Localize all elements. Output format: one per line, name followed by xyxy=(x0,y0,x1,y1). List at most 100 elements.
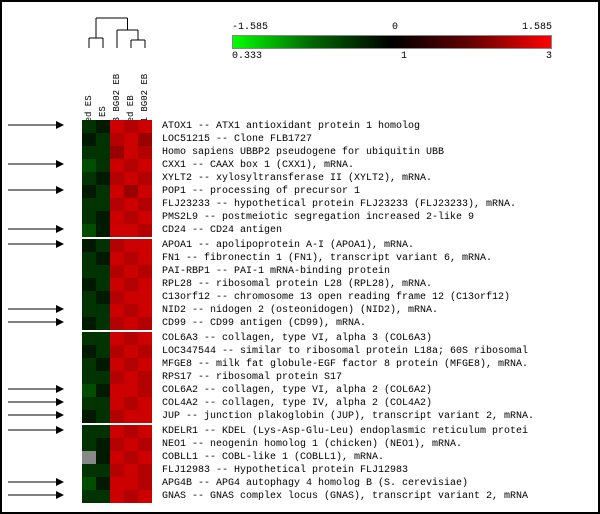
heatmap-cell xyxy=(96,371,110,384)
heatmap-cell xyxy=(124,425,138,438)
heatmap-cell xyxy=(110,198,124,211)
heatmap-cell xyxy=(82,265,96,278)
heatmap-cell xyxy=(96,120,110,133)
arrow-slot xyxy=(6,133,78,146)
legend-min2: 0.333 xyxy=(232,51,262,62)
heatmap-cell xyxy=(82,133,96,146)
heatmap-cell xyxy=(138,265,152,278)
heatmap-cell xyxy=(82,211,96,224)
heatmap-cell xyxy=(138,185,152,198)
heatmap-cell xyxy=(110,371,124,384)
heatmap-cell xyxy=(124,371,138,384)
heatmap-cell xyxy=(124,410,138,423)
heatmap-cell xyxy=(110,490,124,503)
heatmap-row: KDELR1 -- KDEL (Lys-Asp-Glu-Leu) endopla… xyxy=(82,425,534,438)
heatmap-cell xyxy=(138,278,152,291)
heatmap-cell xyxy=(96,410,110,423)
heatmap-cell xyxy=(138,133,152,146)
heatmap-cell xyxy=(110,252,124,265)
heatmap-row: FN1 -- fibronectin 1 (FN1), transcript v… xyxy=(82,252,534,265)
legend-max: 1.585 xyxy=(522,22,552,33)
heatmap-cell xyxy=(124,133,138,146)
heatmap-row: CXX1 -- CAAX box 1 (CXX1), mRNA. xyxy=(82,159,534,172)
heatmap-cell xyxy=(96,464,110,477)
gene-label: Homo sapiens UBBP2 pseudogene for ubiqui… xyxy=(162,147,444,158)
heatmap-row: NEO1 -- neogenin homolog 1 (chicken) (NE… xyxy=(82,438,534,451)
arrow-slot xyxy=(6,451,78,464)
heatmap-row: PMS2L9 -- postmeiotic segregation increa… xyxy=(82,211,534,224)
heatmap-cell xyxy=(96,425,110,438)
heatmap-cell xyxy=(96,133,110,146)
arrow-slot xyxy=(6,224,78,237)
arrow-slot xyxy=(6,120,78,133)
gene-label: NEO1 -- neogenin homolog 1 (chicken) (NE… xyxy=(162,439,462,450)
arrow-slot xyxy=(6,317,78,330)
heatmap-cell xyxy=(82,224,96,237)
heatmap-cell xyxy=(96,278,110,291)
heatmap: ATOX1 -- ATX1 antioxidant protein 1 homo… xyxy=(82,120,534,503)
heatmap-cell xyxy=(138,252,152,265)
heatmap-cell xyxy=(138,371,152,384)
heatmap-cell xyxy=(110,477,124,490)
heatmap-row: FLJ12983 -- Hypothetical protein FLJ1298… xyxy=(82,464,534,477)
heatmap-cell xyxy=(82,345,96,358)
heatmap-row: COBLL1 -- COBL-like 1 (COBLL1), mRNA. xyxy=(82,451,534,464)
arrow-slot xyxy=(6,159,78,172)
heatmap-cell xyxy=(96,317,110,330)
heatmap-cell xyxy=(138,397,152,410)
heatmap-cell xyxy=(138,438,152,451)
heatmap-cell xyxy=(138,159,152,172)
heatmap-cell xyxy=(124,239,138,252)
heatmap-cell xyxy=(110,358,124,371)
heatmap-cell xyxy=(82,438,96,451)
arrow-slot xyxy=(6,358,78,371)
gene-label: RPL28 -- ribosomal protein L28 (RPL28), … xyxy=(162,279,432,290)
heatmap-cell xyxy=(138,120,152,133)
heatmap-cell xyxy=(110,291,124,304)
arrow-slot xyxy=(6,345,78,358)
gene-label: CXX1 -- CAAX box 1 (CXX1), mRNA. xyxy=(162,160,354,171)
heatmap-cell xyxy=(96,291,110,304)
heatmap-row: CD99 -- CD99 antigen (CD99), mRNA. xyxy=(82,317,534,330)
arrow-slot xyxy=(6,425,78,438)
heatmap-cell xyxy=(96,159,110,172)
heatmap-cell xyxy=(110,146,124,159)
heatmap-cell xyxy=(124,304,138,317)
heatmap-cell xyxy=(82,291,96,304)
heatmap-row: RPS17 -- ribosomal protein S17 xyxy=(82,371,534,384)
gene-label: FLJ12983 -- Hypothetical protein FLJ1298… xyxy=(162,465,408,476)
heatmap-cell xyxy=(96,172,110,185)
gene-label: COBLL1 -- COBL-like 1 (COBLL1), mRNA. xyxy=(162,452,384,463)
heatmap-cell xyxy=(96,345,110,358)
heatmap-cell xyxy=(110,438,124,451)
column-label: Day21 BG02 EB xyxy=(138,48,152,118)
gene-label: NID2 -- nidogen 2 (osteonidogen) (NID2),… xyxy=(162,305,438,316)
heatmap-cell xyxy=(96,211,110,224)
heatmap-cell xyxy=(110,185,124,198)
heatmap-cell xyxy=(110,120,124,133)
column-label: Pooled EB xyxy=(124,48,138,118)
legend-mid: 0 xyxy=(392,22,398,33)
arrow-slot xyxy=(6,252,78,265)
heatmap-cell xyxy=(138,410,152,423)
gene-label: FN1 -- fibronectin 1 (FN1), transcript v… xyxy=(162,253,492,264)
heatmap-cell xyxy=(96,185,110,198)
heatmap-row: FLJ23233 -- hypothetical protein FLJ2323… xyxy=(82,198,534,211)
heatmap-cell xyxy=(124,477,138,490)
heatmap-cell xyxy=(138,358,152,371)
heatmap-row: RPL28 -- ribosomal protein L28 (RPL28), … xyxy=(82,278,534,291)
arrow-slot xyxy=(6,332,78,345)
legend-mid2: 1 xyxy=(401,51,407,62)
heatmap-row: LOC347544 -- similar to ribosomal protei… xyxy=(82,345,534,358)
heatmap-cell xyxy=(138,146,152,159)
heatmap-cell xyxy=(82,371,96,384)
heatmap-row: JUP -- junction plakoglobin (JUP), trans… xyxy=(82,410,534,423)
heatmap-cell xyxy=(124,358,138,371)
heatmap-cell xyxy=(110,211,124,224)
arrow-column xyxy=(6,120,78,503)
heatmap-cell xyxy=(82,317,96,330)
heatmap-cell xyxy=(82,185,96,198)
heatmap-cell xyxy=(124,185,138,198)
heatmap-cell xyxy=(138,425,152,438)
heatmap-cell xyxy=(110,159,124,172)
